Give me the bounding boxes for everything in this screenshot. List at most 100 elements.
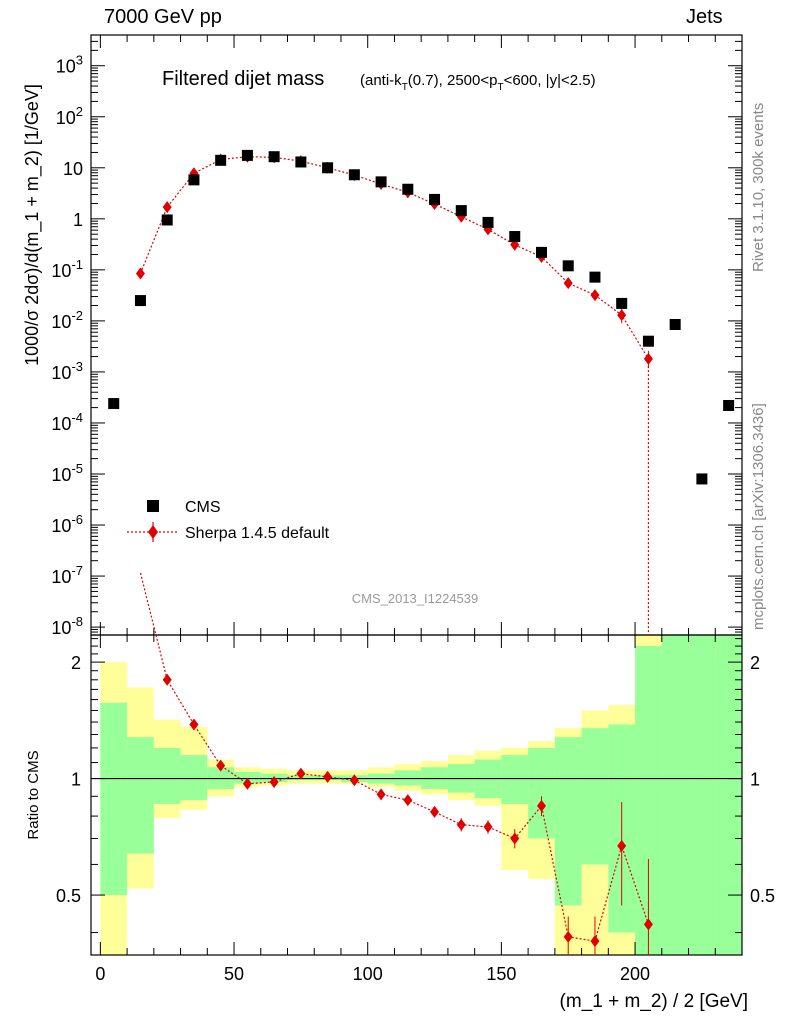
ratio-point	[403, 794, 413, 807]
ratio-point	[643, 918, 653, 931]
plot-title: Filtered dijet mass	[162, 68, 324, 90]
band-stat-bin	[394, 770, 422, 786]
ratio-point	[617, 839, 627, 852]
band-stat-bin	[153, 747, 181, 804]
cms-point	[161, 214, 173, 226]
cms-point	[455, 205, 467, 217]
ratio-y-tick-label: 1	[71, 770, 81, 790]
ratio-point	[349, 774, 359, 787]
ratio-point	[483, 820, 493, 833]
x-tick-label: 50	[224, 964, 244, 984]
cms-point	[535, 246, 547, 258]
cms-point	[348, 169, 360, 181]
cms-point	[616, 297, 628, 309]
ratio-layer	[100, 635, 742, 955]
ratio-y-tick-label-right: 0.5	[750, 886, 775, 906]
x-tick-label: 150	[486, 964, 516, 984]
title-detail-prefix: (anti-k	[360, 72, 402, 89]
sherpa-point	[643, 352, 653, 365]
beam-label: 7000 GeV pp	[104, 6, 222, 28]
y-tick-label: 10-3	[51, 359, 83, 383]
y-tick-label: 10	[63, 159, 83, 179]
sherpa-point	[617, 309, 627, 322]
y-tick-label: 10-1	[51, 257, 83, 281]
band-stat-bin	[100, 702, 128, 896]
y-tick-label: 10-2	[51, 308, 83, 332]
band-stat-bin	[528, 747, 555, 839]
band-stat-bin	[554, 737, 582, 906]
ratio-point	[536, 799, 546, 812]
cms-point	[108, 398, 120, 410]
band-stat-bin	[180, 755, 208, 801]
sherpa-point	[590, 289, 600, 302]
watermark: CMS_2013_I1224539	[352, 591, 479, 606]
axes-layer: 0 50 100 150 200 10-8 10-7 10-6 10-5 10-4 10-3 10-2…	[51, 34, 775, 984]
ratio-y-tick-label-right: 2	[750, 653, 760, 673]
process-label: Jets	[686, 6, 723, 28]
ratio-line	[139, 572, 649, 942]
legend-cms-label: CMS	[185, 499, 221, 516]
ratio-point	[189, 718, 199, 731]
mcplots-label: mcplots.cern.ch [arXiv:1306.3436]	[750, 403, 767, 630]
cms-point	[429, 193, 441, 205]
cms-point	[589, 271, 601, 283]
x-tick-label: 0	[95, 964, 105, 984]
title-detail-k-sub: T	[402, 82, 408, 93]
sherpa-line	[139, 156, 650, 635]
band-stat-bin	[127, 737, 154, 854]
title-detail-mid: (0.7), 2500<p	[408, 72, 498, 89]
ratio-frame	[90, 634, 743, 956]
x-tick-label: 100	[353, 964, 383, 984]
band-stat-bin	[501, 755, 529, 804]
y-tick-label: 10-6	[51, 512, 83, 536]
cms-point	[215, 154, 227, 166]
ratio-point	[323, 770, 333, 783]
y-tick-label: 103	[56, 53, 83, 77]
band-stat-bin	[715, 635, 742, 955]
y-axis-label-main: 1000/σ 2dσ)/d(m_1 + m_2) [1/GeV]	[22, 84, 43, 366]
ratio-point	[296, 767, 306, 780]
y-tick-label: 10-7	[51, 563, 83, 587]
legend-sherpa-label: Sherpa 1.4.5 default	[185, 525, 330, 542]
cms-point	[562, 260, 574, 272]
band-stat-bin	[688, 635, 716, 955]
rivet-label: Rivet 3.1.10, 300k events	[750, 102, 767, 272]
y-axis-label-ratio: Ratio to CMS	[25, 750, 42, 839]
band-stat-bin	[581, 728, 609, 865]
ratio-point	[376, 788, 386, 801]
ratio-point	[563, 930, 573, 943]
cms-point	[509, 231, 521, 243]
ratio-point	[216, 759, 226, 772]
y-tick-label: 10-5	[51, 461, 83, 485]
sherpa-point	[563, 277, 573, 290]
legend-sherpa-marker	[148, 525, 158, 539]
cms-point	[723, 399, 735, 411]
ratio-point	[269, 775, 279, 788]
title-detail-suffix: <600, |y|<2.5)	[504, 72, 596, 89]
cms-point	[482, 216, 494, 228]
ratio-y-tick-label-right: 1	[750, 770, 760, 790]
y-tick-label: 102	[56, 104, 83, 128]
y-tick-label: 1	[73, 210, 83, 230]
cms-point	[268, 151, 280, 163]
main-frame	[90, 34, 743, 636]
cms-point	[295, 156, 307, 168]
ratio-point	[242, 777, 252, 790]
x-axis-label: (m_1 + m_2) / 2 [GeV]	[560, 991, 749, 1012]
ratio-point	[456, 818, 466, 831]
ratio-point	[162, 673, 172, 686]
title-detail-p-sub: T	[497, 82, 503, 93]
cms-point	[188, 174, 200, 186]
data-layer	[108, 149, 735, 955]
y-tick-label: 10-8	[51, 614, 83, 638]
cms-point	[696, 473, 708, 485]
cms-point	[402, 183, 414, 195]
sherpa-point	[135, 267, 145, 280]
legend-cms-marker	[147, 500, 159, 512]
cms-point	[669, 318, 681, 330]
band-stat-bin	[661, 635, 689, 955]
cms-point	[375, 176, 387, 188]
cms-point	[642, 335, 654, 347]
sherpa-point	[162, 201, 172, 214]
